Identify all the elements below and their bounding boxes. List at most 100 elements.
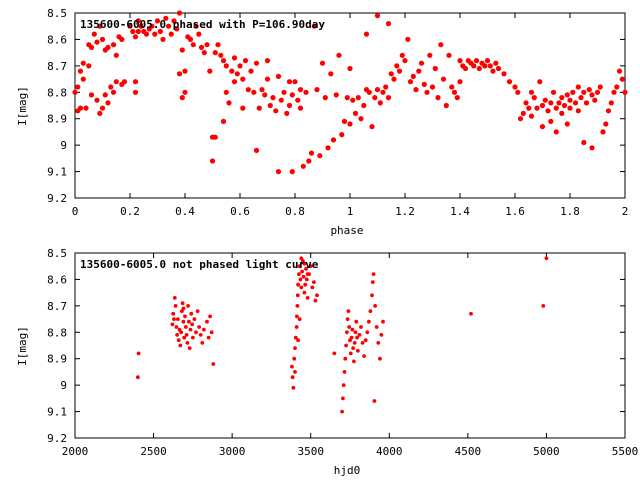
unphased-data-point [170,322,175,327]
unphased-data-point [354,319,359,324]
unphased-data-point [191,335,195,340]
unphased-y-label: I[mag] [16,326,29,366]
phased-data-point [110,89,117,95]
phased-data-point [187,36,194,43]
unphased-data-point [368,309,373,313]
unphased-data-point [370,280,375,284]
phased-data-point [77,105,84,111]
unphased-data-point [352,341,357,345]
phased-y-label: I[mag] [16,86,29,126]
unphased-y-axis: 8.5 8.6 8.7 8.8 8.9 9 9.1 9.2 [47,247,625,445]
phased-data-point [135,28,141,35]
phased-data-point [407,79,414,85]
unphased-data-point [297,317,302,321]
phased-data-point [240,76,246,82]
phased-data-point [127,23,133,29]
unphased-data-point [346,309,351,313]
unphased-data-point [305,272,310,276]
phased-data-point [240,105,246,111]
phased-data-point [105,44,111,51]
unphased-data-point [183,325,188,329]
phased-data-point [385,21,392,27]
phased-data-point [487,63,493,69]
phased-y-tick-label: 8.7 [47,60,67,73]
unphased-data-point [292,356,297,361]
phased-data-point [366,89,372,95]
phased-data-point [534,105,540,111]
phased-data-point [484,58,491,64]
phased-data-point [110,42,117,48]
unphased-data-point [363,338,368,343]
phased-data-point [350,97,356,103]
phased-data-point [264,76,271,82]
phased-data-point [383,84,389,90]
phased-data-point [113,52,119,58]
phased-y-tick-label: 8.8 [47,86,67,99]
unphased-x-tick-label: 5000 [533,445,560,458]
phased-data-point [476,65,482,72]
phased-data-point [594,89,601,95]
phased-data-point [440,76,447,82]
phased-data-point [94,39,100,45]
unphased-data-point [186,304,191,308]
phased-data-point [132,34,139,40]
phased-data-point [190,42,196,48]
unphased-data-point [294,325,299,329]
unphased-data-point [194,330,198,335]
phased-data-point [454,95,460,101]
phased-data-point [99,105,106,111]
unphased-data-point [359,325,363,329]
phased-data-point [237,63,243,69]
unphased-data-point [296,338,300,343]
phased-data-point [143,31,150,37]
phased-data-point [515,89,521,95]
unphased-x-tick-label: 4500 [455,445,482,458]
phased-data-point [608,100,614,106]
unphased-data-point [304,267,308,271]
phased-data-point [418,60,425,66]
unphased-data-point [187,319,191,324]
phased-data-point [374,13,381,19]
phased-data-point [273,108,279,114]
unphased-data-point [345,317,350,321]
phased-data-point [361,102,367,109]
phased-data-point [163,15,169,21]
phased-data-point [209,158,216,164]
phased-data-point [259,87,265,93]
unphased-data-point [185,341,190,345]
unphased-data-point [374,325,379,329]
unphased-x-tick-label: 2500 [140,445,167,458]
phased-data-point [564,92,570,98]
phased-data-point [545,108,551,114]
phased-data-point [578,95,584,101]
phased-data-point [531,95,537,101]
phased-chart: 8.5 8.6 8.7 8.8 8.9 9 9.1 9.2 0 0.2 0.4 0.6 0.8 1 1.2… [16,7,628,237]
phased-x-tick-label: 0.6 [230,205,250,218]
unphased-y-tick-label: 9 [60,379,67,392]
unphased-data-point [297,264,302,269]
phased-data-point [314,87,320,93]
phased-data-point [311,23,317,29]
phased-data-point [286,102,293,109]
phased-data-point [289,92,295,98]
phased-data-point [589,92,595,98]
phased-data-point [451,89,458,95]
phased-data-point [462,65,469,72]
phased-data-point [212,134,218,140]
unphased-data-point [297,272,301,276]
unphased-data-point [360,341,365,345]
phased-title: 135600-6005.0 phased with P=106.90day [80,18,325,31]
unphased-y-tick-label: 9.1 [47,406,67,419]
unphased-data-point [303,282,308,287]
phased-data-point [520,110,526,116]
unphased-data-point [349,335,354,340]
unphased-data-point [178,343,183,348]
unphased-data-point [181,306,186,311]
phased-data-point [413,87,419,93]
phased-data-point [226,100,232,106]
phased-data-point [344,95,350,101]
phased-data-point [97,110,103,116]
phased-data-point [94,97,100,103]
phased-data-point [253,147,260,153]
